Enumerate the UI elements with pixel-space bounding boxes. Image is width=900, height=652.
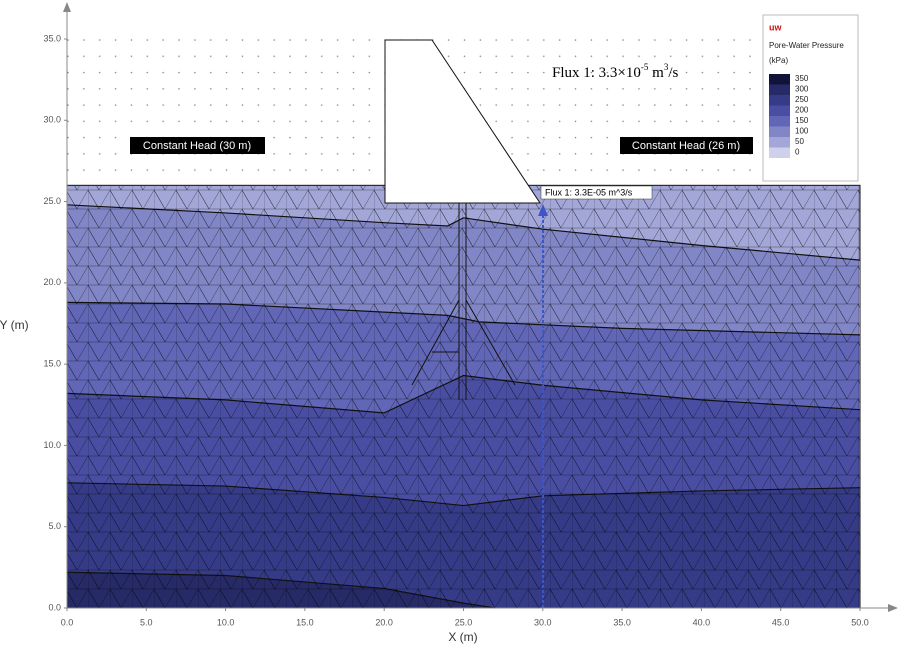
flux-arrow [538,204,548,216]
annotation: Constant Head (26 m) [632,140,740,152]
x-tick-label: 5.0 [140,617,153,627]
annotation: Flux 1: 3.3E-05 m^3/s [545,187,633,197]
legend-swatch [769,147,790,158]
x-tick-label: 30.0 [534,617,552,627]
axes [63,2,898,612]
legend-unit: (kPa) [769,56,788,65]
legend-label: 50 [795,137,804,146]
legend-label: 300 [795,85,809,94]
x-tick-label: 20.0 [375,617,393,627]
legend-swatch [769,74,790,85]
legend-label: 150 [795,116,809,125]
legend-label: 100 [795,127,809,136]
annotation: Constant Head (30 m) [143,140,251,152]
legend-label: 250 [795,95,809,104]
x-tick-label: 10.0 [217,617,235,627]
label-box [130,137,265,154]
x-tick-label: 25.0 [455,617,473,627]
y-axis-arrow [63,2,71,12]
x-tick-label: 35.0 [613,617,631,627]
y-tick-label: 0.0 [48,602,61,612]
structure [384,39,548,608]
flux-note-exp: -5 [641,62,649,72]
flux-note: Flux 1: 3.3×10-5 m3/s [552,62,678,81]
dam-body [384,39,541,204]
flux-note-tail: /s [668,65,678,81]
anchors [411,299,516,386]
y-tick-label: 5.0 [48,521,61,531]
flux-note-unit: m [648,65,664,81]
x-tick-label: 50.0 [851,617,869,627]
legend-label: 200 [795,106,809,115]
legend-swatch [769,105,790,116]
flux-note-unit-exp: 3 [664,62,669,72]
legend-swatch [769,84,790,95]
y-tick-label: 20.0 [43,277,61,287]
x-tick-label: 40.0 [693,617,711,627]
legend-swatch [769,116,790,127]
y-tick-label: 15.0 [43,359,61,369]
flux-note-base: Flux 1: 3.3×10 [552,65,641,81]
y-tick-label: 35.0 [43,33,61,43]
label-box [620,137,753,154]
legend-label: 350 [795,74,809,83]
legend-symbol: uw [769,22,782,32]
x-tick-label: 0.0 [61,617,74,627]
y-tick-label: 25.0 [43,196,61,206]
y-axis-label: Y (m) [0,318,29,332]
mesh [67,186,860,608]
x-axis-label: X (m) [448,630,477,644]
legend-title: Pore-Water Pressure [769,41,844,50]
y-tick-label: 10.0 [43,440,61,450]
legend-swatch [769,137,790,148]
legend-swatch [769,126,790,137]
x-tick-label: 15.0 [296,617,314,627]
legend-swatch [769,95,790,106]
label-box [540,185,653,200]
y-tick-label: 30.0 [43,115,61,125]
legend-label: 0 [795,148,800,157]
x-tick-label: 45.0 [772,617,790,627]
x-axis-arrow [888,604,898,612]
